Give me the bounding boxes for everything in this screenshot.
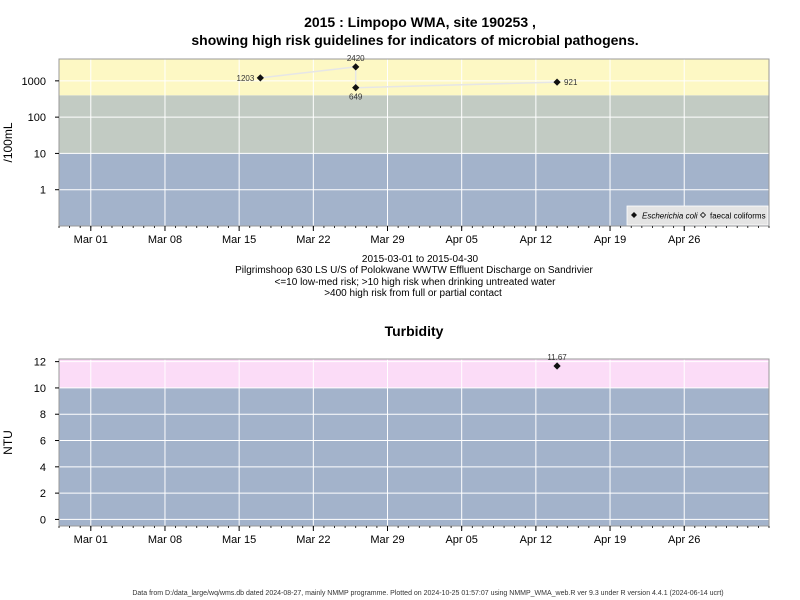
x-tick-label-3: Mar 22	[296, 534, 330, 546]
y-tick-label-2: 4	[40, 462, 46, 474]
data-point-0-0	[256, 74, 264, 82]
y-tick-label-0: 0	[40, 514, 46, 526]
x-tick-label-4: Mar 29	[370, 534, 404, 546]
subtitle-site: Pilgrimshoop 630 LS U/S of Polokwane WWT…	[235, 265, 593, 276]
x-tick-label-5: Apr 05	[445, 534, 477, 546]
y-tick-label-3: 1000	[22, 76, 46, 88]
x-tick-label-2: Mar 15	[222, 534, 256, 546]
data-point-0-1	[352, 63, 360, 71]
x-tick-label-0: Mar 01	[74, 534, 108, 546]
data-label-0-1: 2420	[347, 54, 365, 63]
x-tick-label-2: Mar 15	[222, 234, 256, 246]
plot-frame	[58, 358, 770, 527]
x-tick-label-8: Apr 26	[668, 234, 700, 246]
legend-marker-faecal	[699, 211, 707, 219]
x-tick-label-6: Apr 12	[520, 234, 552, 246]
subtitle-risk-drinking: <=10 low-med risk; >10 high risk when dr…	[275, 277, 557, 288]
footer-note: Data from D:/data_large/wq/wms.db dated …	[132, 590, 723, 597]
y-axis-label: /100mL	[1, 122, 15, 162]
chart-title-line1: 2015 : Limpopo WMA, site 190253 ,	[304, 14, 536, 30]
plot-frame	[58, 58, 770, 227]
y-tick-label-1: 10	[34, 148, 46, 160]
x-tick-label-1: Mar 08	[148, 234, 182, 246]
turbidity-panel: Mar 01 Mar 08 Mar 15 Mar 22 Mar 29 Apr 05 Apr …	[1, 353, 770, 546]
data-point-0-0	[553, 362, 561, 370]
legend: Escherichia coli faecal coliforms	[626, 205, 769, 226]
risk-band-0	[59, 387, 769, 526]
turbidity-title: Turbidity	[385, 323, 444, 339]
legend-label-ecoli: Escherichia coli	[642, 212, 698, 221]
x-tick-label-0: Mar 01	[74, 234, 108, 246]
y-tick-label-0: 1	[40, 185, 46, 197]
risk-band-2	[59, 59, 769, 96]
data-label-0-2: 649	[349, 93, 363, 102]
risk-band-1	[59, 95, 769, 154]
y-tick-label-5: 10	[34, 383, 46, 395]
y-tick-label-2: 100	[28, 112, 46, 124]
subtitle-risk-contact: >400 high risk from full or partial cont…	[324, 288, 502, 299]
x-tick-label-7: Apr 19	[594, 234, 626, 246]
data-label-0-0: 1203	[237, 74, 255, 83]
ecoli-panel: Mar 01 Mar 08 Mar 15 Mar 22 Mar 29 Apr 05 Apr …	[1, 54, 770, 246]
chart-title-line2: showing high risk guidelines for indicat…	[191, 32, 638, 48]
x-tick-label-7: Apr 19	[594, 534, 626, 546]
x-tick-label-5: Apr 05	[445, 234, 477, 246]
x-tick-label-4: Mar 29	[370, 234, 404, 246]
y-tick-label-6: 12	[34, 357, 46, 369]
legend-marker-ecoli	[631, 212, 637, 218]
y-tick-label-4: 8	[40, 409, 46, 421]
data-point-0-2	[352, 84, 360, 92]
x-tick-label-6: Apr 12	[520, 534, 552, 546]
x-tick-label-8: Apr 26	[668, 534, 700, 546]
y-axis-label: NTU	[1, 430, 15, 455]
x-tick-label-1: Mar 08	[148, 534, 182, 546]
data-point-0-3	[553, 78, 561, 86]
y-tick-label-3: 6	[40, 436, 46, 448]
risk-band-1	[59, 359, 769, 388]
legend-label-faecal: faecal coliforms	[710, 212, 766, 221]
y-tick-label-1: 2	[40, 488, 46, 500]
legend-box	[626, 205, 769, 226]
subtitle-date-range: 2015-03-01 to 2015-04-30	[362, 254, 479, 265]
x-tick-label-3: Mar 22	[296, 234, 330, 246]
data-label-0-3: 921	[564, 78, 578, 87]
series-line-0	[260, 66, 558, 89]
data-label-0-0: 11.67	[547, 353, 567, 362]
